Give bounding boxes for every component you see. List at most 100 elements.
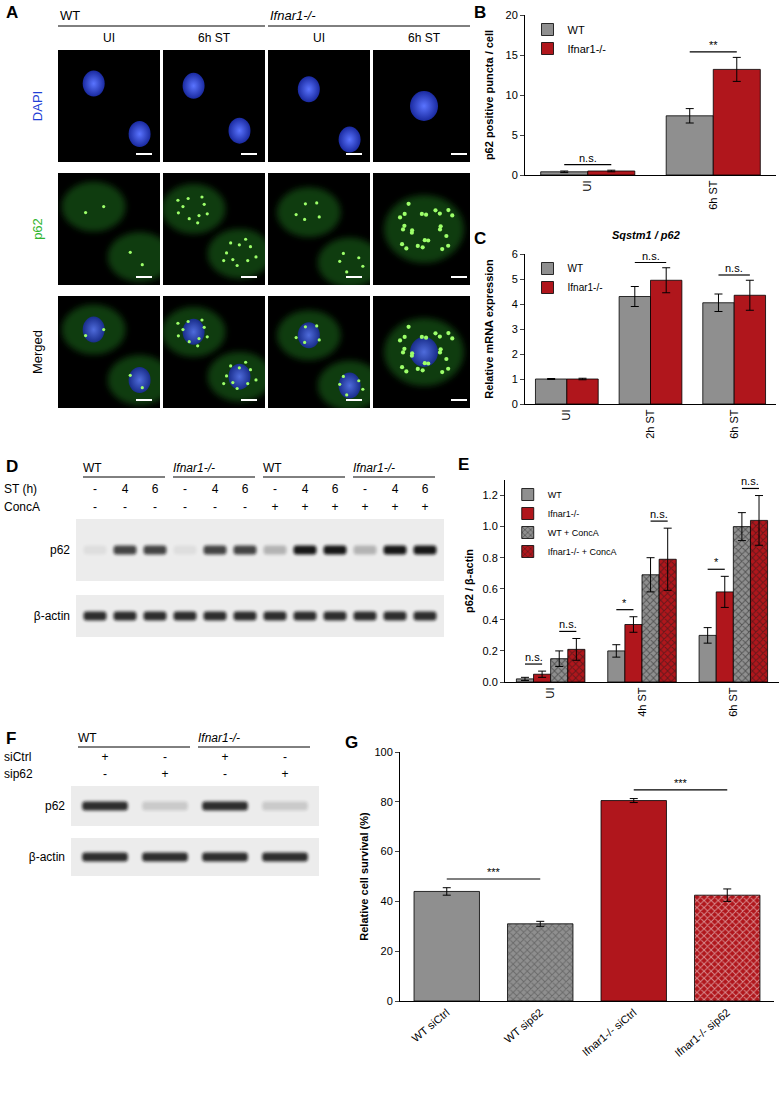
svg-text:DAPI: DAPI (30, 91, 45, 121)
svg-text:4: 4 (302, 482, 309, 496)
svg-text:-: - (243, 500, 247, 514)
svg-text:sip62: sip62 (4, 767, 33, 781)
svg-text:0.0: 0.0 (483, 676, 498, 688)
svg-text:UI: UI (103, 31, 115, 45)
svg-text:-: - (93, 500, 97, 514)
svg-text:6: 6 (332, 482, 339, 496)
svg-text:WT: WT (60, 8, 80, 23)
svg-text:1: 1 (512, 373, 518, 385)
svg-text:p62: p62 (45, 799, 65, 813)
svg-text:2h ST: 2h ST (644, 409, 656, 439)
svg-text:80: 80 (381, 796, 393, 808)
svg-text:WT: WT (568, 263, 584, 274)
svg-text:p62 positive puncta / cell: p62 positive puncta / cell (483, 30, 495, 160)
svg-text:+: + (161, 767, 168, 781)
svg-text:+: + (421, 500, 428, 514)
svg-text:5: 5 (512, 129, 518, 141)
svg-text:+: + (301, 500, 308, 514)
svg-text:+: + (101, 750, 108, 764)
svg-text:Ifnar1-/- siCtrl: Ifnar1-/- siCtrl (580, 1006, 639, 1058)
svg-text:**: ** (709, 39, 718, 51)
svg-text:n.s.: n.s. (525, 651, 543, 663)
svg-text:β-actin: β-actin (34, 609, 70, 623)
svg-text:6h ST: 6h ST (707, 180, 719, 210)
svg-text:WT: WT (78, 731, 97, 745)
svg-text:*: * (714, 556, 719, 568)
svg-text:Relative cell survival (%): Relative cell survival (%) (358, 812, 370, 941)
svg-text:***: *** (487, 866, 501, 878)
svg-text:0.4: 0.4 (483, 614, 498, 626)
svg-text:0.2: 0.2 (483, 645, 498, 657)
svg-text:0: 0 (387, 995, 393, 1007)
svg-text:40: 40 (381, 895, 393, 907)
svg-text:n.s.: n.s. (741, 475, 759, 487)
svg-text:6: 6 (422, 482, 429, 496)
svg-text:Ifnar1-/-: Ifnar1-/- (568, 282, 603, 293)
svg-text:-: - (283, 750, 287, 764)
svg-text:-: - (273, 482, 277, 496)
svg-text:ST (h): ST (h) (4, 482, 37, 496)
svg-text:+: + (221, 750, 228, 764)
svg-text:6h ST: 6h ST (728, 409, 740, 439)
svg-text:0.6: 0.6 (483, 583, 498, 595)
svg-text:-: - (213, 500, 217, 514)
svg-text:20: 20 (381, 945, 393, 957)
svg-text:1.0: 1.0 (483, 520, 498, 532)
svg-text:0.8: 0.8 (483, 552, 498, 564)
svg-text:Ifnar1-/-: Ifnar1-/- (198, 731, 240, 745)
svg-text:n.s.: n.s. (725, 262, 743, 274)
svg-text:Ifnar1-/-: Ifnar1-/- (568, 43, 607, 55)
svg-text:6h ST: 6h ST (408, 31, 441, 45)
svg-text:5: 5 (512, 273, 518, 285)
svg-text:4h ST: 4h ST (636, 687, 648, 717)
svg-text:6: 6 (512, 248, 518, 260)
svg-text:Sqstm1 / p62: Sqstm1 / p62 (612, 229, 680, 241)
svg-text:p62 / β-actin: p62 / β-actin (463, 549, 475, 613)
svg-text:n.s.: n.s. (650, 508, 668, 520)
svg-text:100: 100 (374, 746, 392, 758)
svg-text:-: - (183, 482, 187, 496)
svg-text:6h ST: 6h ST (727, 687, 739, 717)
svg-text:20: 20 (506, 9, 518, 21)
svg-text:***: *** (674, 777, 688, 789)
svg-text:WT: WT (263, 461, 282, 475)
svg-text:-: - (223, 767, 227, 781)
svg-text:-: - (183, 500, 187, 514)
svg-text:-: - (153, 500, 157, 514)
svg-text:-: - (103, 767, 107, 781)
svg-text:-: - (163, 750, 167, 764)
svg-text:Ifnar1-/- sip62: Ifnar1-/- sip62 (672, 1006, 732, 1059)
svg-text:WT: WT (83, 461, 102, 475)
svg-text:3: 3 (512, 323, 518, 335)
svg-text:-: - (123, 500, 127, 514)
svg-text:p62: p62 (30, 218, 45, 240)
svg-text:WT + ConcA: WT + ConcA (548, 528, 599, 538)
svg-text:n.s.: n.s. (559, 618, 577, 630)
svg-text:*: * (622, 597, 627, 609)
svg-text:Relative mRNA expression: Relative mRNA expression (483, 259, 495, 399)
svg-text:4: 4 (512, 298, 518, 310)
svg-text:WT: WT (548, 490, 562, 500)
svg-text:15: 15 (506, 49, 518, 61)
svg-text:60: 60 (381, 845, 393, 857)
svg-text:+: + (281, 767, 288, 781)
svg-text:UI: UI (581, 180, 593, 191)
svg-text:+: + (391, 500, 398, 514)
svg-text:Ifnar1-/-: Ifnar1-/- (173, 461, 215, 475)
svg-text:0: 0 (512, 398, 518, 410)
svg-text:ConcA: ConcA (4, 500, 40, 514)
svg-text:4: 4 (212, 482, 219, 496)
svg-text:6h ST: 6h ST (198, 31, 231, 45)
svg-text:+: + (271, 500, 278, 514)
svg-text:Ifnar1-/- + ConcA: Ifnar1-/- + ConcA (548, 547, 617, 557)
svg-text:p62: p62 (50, 543, 70, 557)
svg-text:WT sip62: WT sip62 (502, 1006, 545, 1045)
svg-text:siCtrl: siCtrl (4, 750, 31, 764)
svg-text:-: - (363, 482, 367, 496)
svg-text:2: 2 (512, 348, 518, 360)
svg-text:+: + (331, 500, 338, 514)
svg-text:0: 0 (512, 169, 518, 181)
svg-text:UI: UI (544, 687, 556, 698)
svg-text:n.s.: n.s. (579, 152, 597, 164)
svg-text:UI: UI (560, 409, 572, 420)
